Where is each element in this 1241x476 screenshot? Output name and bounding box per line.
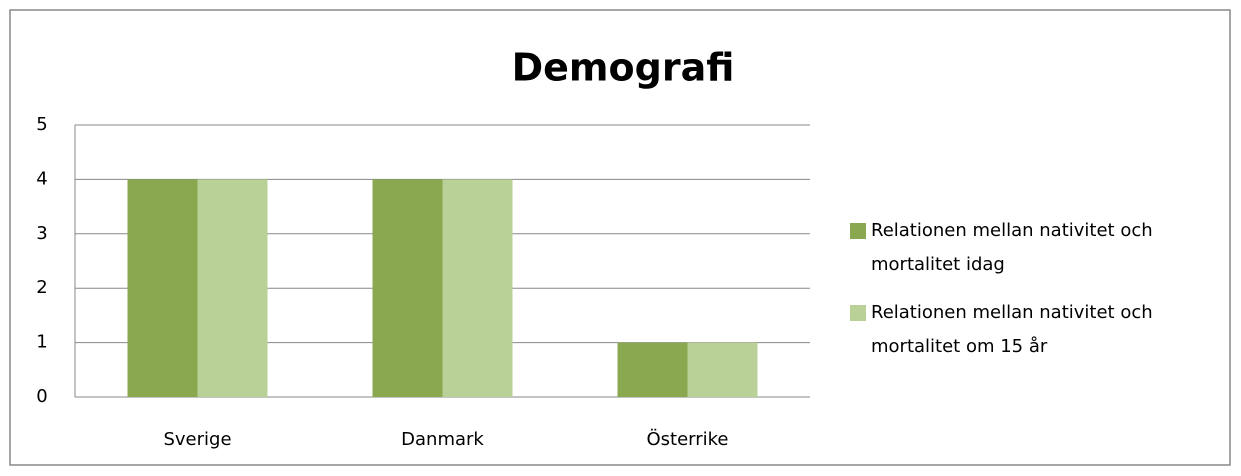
legend-label: Relationen mellan nativitet och mortalit… (871, 220, 1153, 275)
y-tick-label: 1 (36, 332, 47, 353)
y-tick-label: 4 (36, 168, 47, 189)
bar (617, 342, 688, 397)
chart-title: Demografi (512, 46, 735, 90)
legend-item: Relationen mellan nativitet och mortalit… (850, 214, 1220, 282)
bar (197, 179, 268, 397)
x-tick-label: Danmark (401, 429, 484, 450)
legend-swatch (850, 223, 866, 239)
y-tick-label: 0 (36, 386, 47, 407)
x-tick-label: Österrike (646, 428, 728, 450)
legend-item: Relationen mellan nativitet och mortalit… (850, 296, 1220, 364)
legend-swatch (850, 305, 866, 321)
x-tick-label: Sverige (163, 429, 231, 450)
legend: Relationen mellan nativitet och mortalit… (850, 214, 1220, 378)
y-tick-label: 5 (36, 114, 47, 135)
y-tick-label: 3 (36, 223, 47, 244)
bar (127, 179, 198, 397)
bar (687, 342, 758, 397)
legend-label: Relationen mellan nativitet och mortalit… (871, 302, 1153, 357)
bar (442, 179, 513, 397)
bar (372, 179, 443, 397)
y-tick-label: 2 (36, 277, 47, 298)
